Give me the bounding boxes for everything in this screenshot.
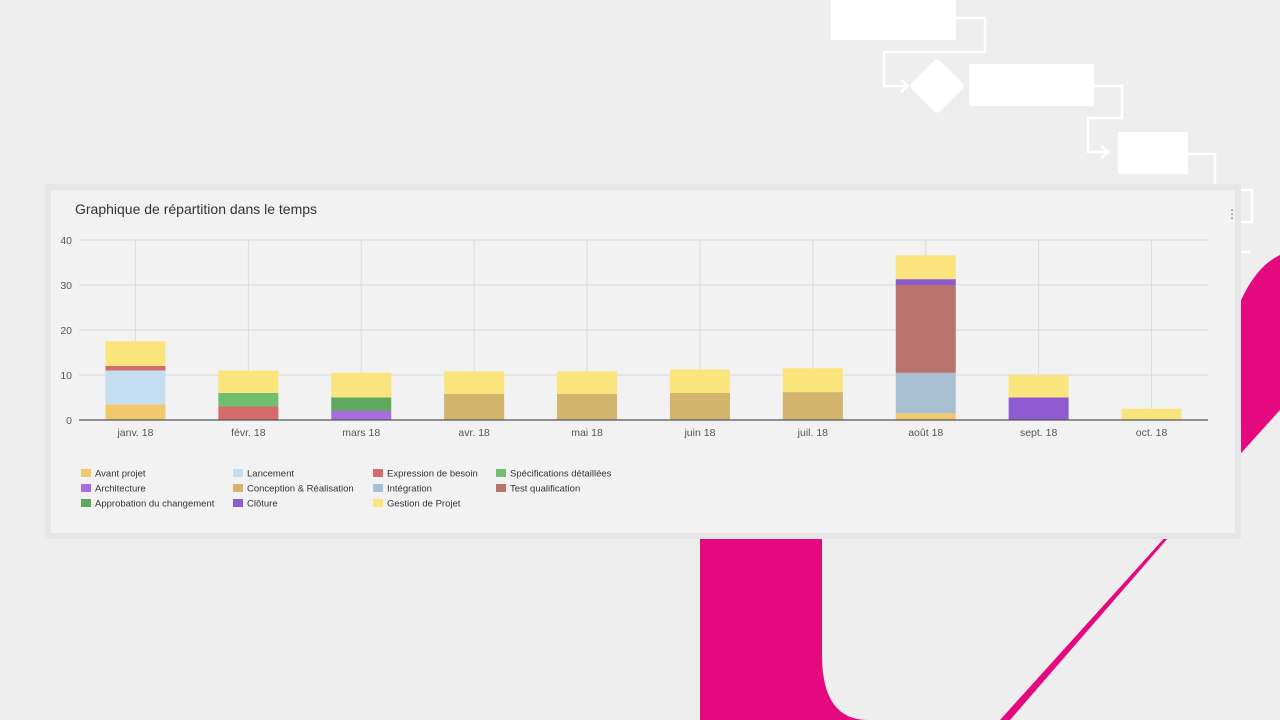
bar-segment[interactable] (669, 393, 730, 420)
x-tick-label: mai 18 (571, 427, 603, 439)
x-tick-label: avr. 18 (458, 427, 490, 439)
bar-segment[interactable] (444, 393, 505, 420)
legend-swatch (233, 484, 243, 492)
bar-segment[interactable] (218, 393, 279, 407)
legend-swatch (373, 499, 383, 507)
bar-segment[interactable] (895, 372, 956, 414)
legend-item[interactable]: Intégration (387, 484, 432, 495)
bar-segment[interactable] (895, 255, 956, 280)
chart-title: Graphique de répartition dans le temps (75, 201, 318, 217)
bar-segment[interactable] (895, 413, 956, 420)
legend-swatch (496, 469, 506, 477)
bar-segment[interactable] (557, 393, 618, 420)
x-tick-label: févr. 18 (231, 427, 266, 439)
legend-swatch (81, 499, 91, 507)
bar-segment[interactable] (105, 366, 166, 371)
bar-segment[interactable] (1121, 408, 1182, 420)
chart-card: 0 10 20 30 40 janv. 18 févr. 18 mars 18 avr. 18 m… (51, 190, 1235, 533)
legend-item[interactable]: Test qualification (510, 484, 580, 495)
axis-layer: 0 10 20 30 40 janv. 18 févr. 18 mars 18 avr. 18 m… (60, 235, 1208, 439)
legend-item[interactable]: Conception & Réalisation (247, 484, 354, 495)
bar-segment[interactable] (782, 368, 843, 393)
more-options-icon[interactable]: ⋮ (1226, 207, 1235, 221)
bar-segment[interactable] (1008, 397, 1069, 421)
x-tick-label: août 18 (908, 427, 943, 439)
bar-segment[interactable] (218, 406, 279, 421)
bar-segment[interactable] (782, 392, 843, 420)
x-tick-label: oct. 18 (1136, 427, 1168, 439)
legend-swatch (373, 484, 383, 492)
legend-swatch (233, 469, 243, 477)
bar-segment[interactable] (331, 372, 392, 398)
y-tick-label: 30 (60, 280, 72, 292)
x-tick-label: juil. 18 (797, 427, 829, 439)
bar-segment[interactable] (105, 404, 166, 420)
bar-segment[interactable] (1008, 375, 1069, 398)
chart-svg: 0 10 20 30 40 janv. 18 févr. 18 mars 18 avr. 18 m… (60, 235, 1208, 510)
bar-segment[interactable] (444, 371, 505, 394)
legend-item[interactable]: Approbation du changement (95, 499, 215, 510)
legend-swatch (496, 484, 506, 492)
bar-segment[interactable] (895, 285, 956, 373)
legend-item[interactable]: Gestion de Projet (387, 499, 461, 510)
legend-item[interactable]: Spécifications détaillées (510, 469, 612, 480)
y-tick-label: 20 (60, 325, 72, 337)
y-tick-label: 0 (66, 415, 72, 427)
legend-item[interactable]: Avant projet (95, 469, 146, 480)
bar-segment[interactable] (331, 411, 392, 420)
legend: Avant projet Lancement Expression de besoi… (81, 469, 612, 510)
legend-item[interactable]: Architecture (95, 484, 146, 495)
flowchart-boxes (831, 0, 1188, 174)
bar-segment[interactable] (895, 279, 956, 285)
x-tick-label: mars 18 (342, 427, 380, 439)
legend-swatch (233, 499, 243, 507)
bar-segment[interactable] (218, 370, 279, 394)
bar-segment[interactable] (105, 370, 166, 405)
bar-segment[interactable] (669, 369, 730, 393)
x-tick-label: janv. 18 (116, 427, 153, 439)
y-tick-label: 10 (60, 370, 72, 382)
x-tick-label: sept. 18 (1020, 427, 1058, 439)
x-tick-label: juin 18 (683, 427, 715, 439)
bar-segment[interactable] (557, 371, 618, 394)
legend-swatch (81, 484, 91, 492)
bar-segment[interactable] (331, 397, 392, 412)
bar-segment[interactable] (105, 341, 166, 366)
legend-swatch (373, 469, 383, 477)
bar-layer (105, 255, 1182, 421)
legend-item[interactable]: Expression de besoin (387, 469, 478, 480)
legend-item[interactable]: Clôture (247, 499, 278, 510)
legend-swatch (81, 469, 91, 477)
y-tick-label: 40 (60, 235, 72, 247)
legend-item[interactable]: Lancement (247, 469, 294, 480)
